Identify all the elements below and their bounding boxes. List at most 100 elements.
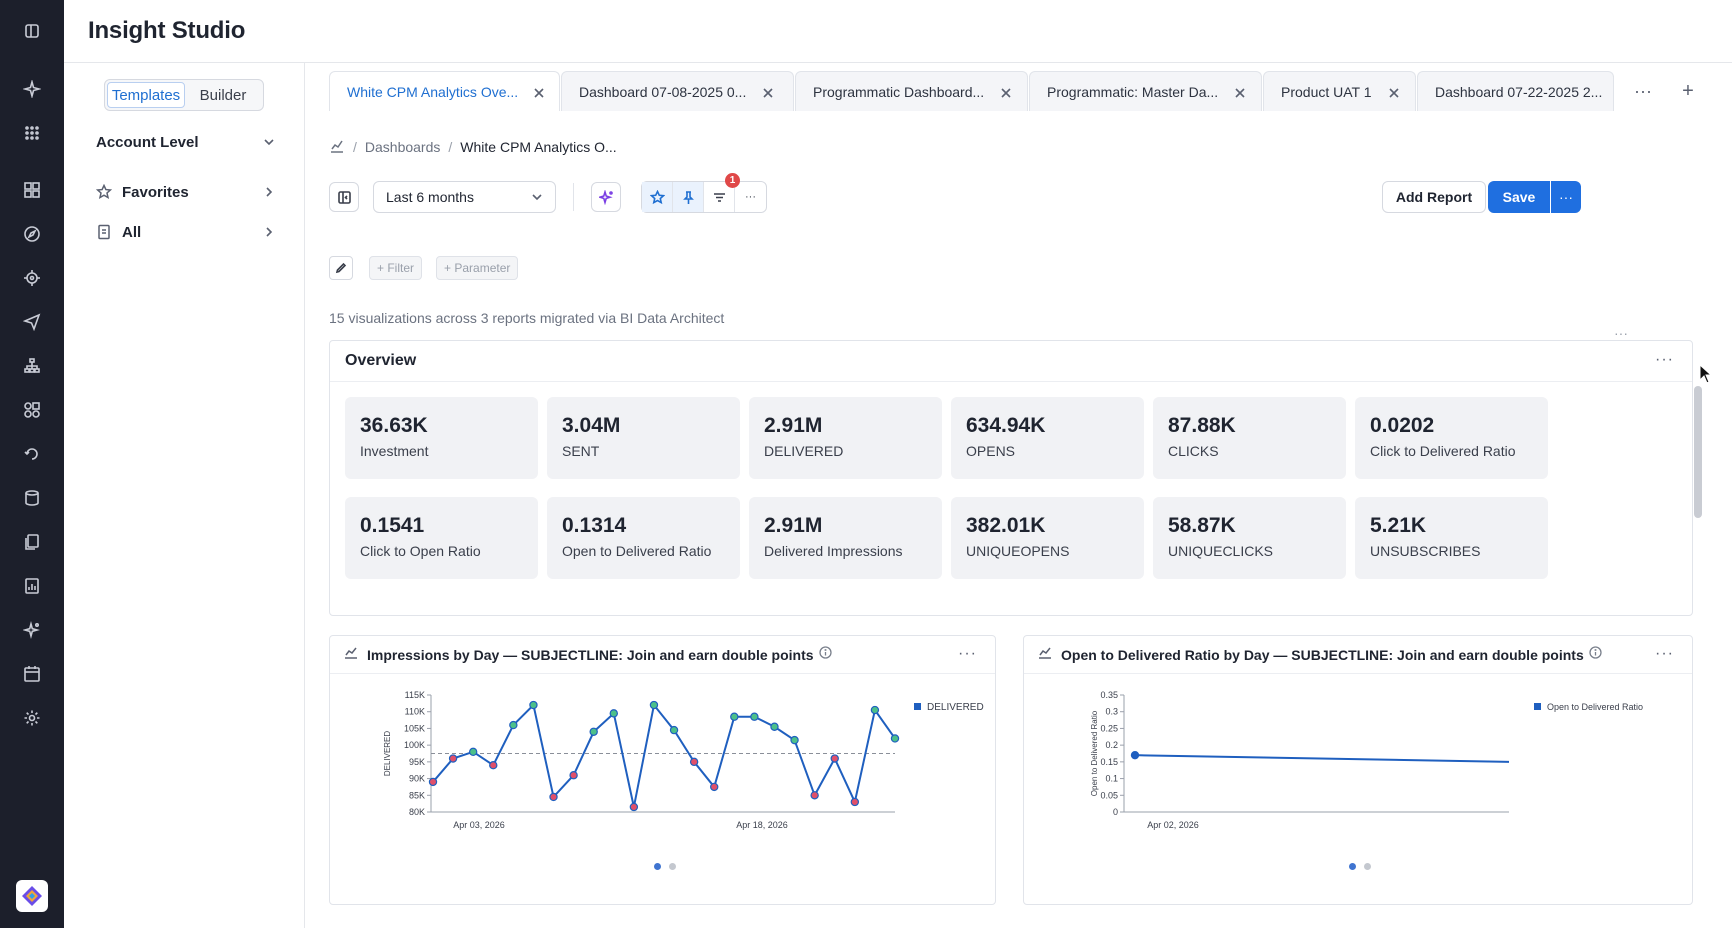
- chart-card-header: Open to Delivered Ratio by Day — SUBJECT…: [1024, 636, 1692, 674]
- kpi-tile[interactable]: 0.1541 Click to Open Ratio: [345, 497, 538, 579]
- apps-grid-icon[interactable]: [20, 121, 44, 145]
- shapes-icon[interactable]: [20, 398, 44, 422]
- close-icon[interactable]: [1234, 86, 1246, 98]
- kpi-tile[interactable]: 2.91M Delivered Impressions: [749, 497, 942, 579]
- kpi-tile[interactable]: 2.91M DELIVERED: [749, 397, 942, 479]
- data-point: [569, 771, 578, 780]
- documents-icon[interactable]: [20, 530, 44, 554]
- data-point: [890, 734, 900, 743]
- data-point: [810, 791, 819, 800]
- add-tab-button[interactable]: +: [1682, 79, 1694, 102]
- ratio-line-chart: 0 0.05 0.1 0.15 0.2 0.25 0.3 0.35 Apr 02, 2026 Op…: [1090, 690, 1643, 830]
- y-axis-title: DELIVERED: [383, 731, 392, 777]
- kpi-tile[interactable]: 634.94K OPENS: [951, 397, 1144, 479]
- target-icon[interactable]: [20, 266, 44, 290]
- scrollbar-thumb[interactable]: [1694, 386, 1702, 518]
- close-icon[interactable]: [762, 86, 774, 98]
- collapse-panel-button[interactable]: [329, 182, 359, 212]
- chevron-down-icon: [262, 135, 276, 149]
- chart-home-icon[interactable]: [329, 138, 345, 157]
- pin-icon: [682, 190, 694, 204]
- favorite-button[interactable]: [642, 182, 673, 212]
- kpi-tile[interactable]: 58.87K UNIQUECLICKS: [1153, 497, 1346, 579]
- date-range-select[interactable]: Last 6 months: [373, 181, 556, 213]
- refresh-icon[interactable]: [20, 442, 44, 466]
- y-tick-label: 90K: [409, 774, 425, 784]
- tab-0[interactable]: White CPM Analytics Ove...: [329, 71, 560, 111]
- brand-logo[interactable]: [16, 880, 48, 912]
- sidebar-item-all[interactable]: All: [96, 218, 276, 246]
- tab-2[interactable]: Programmatic Dashboard...: [795, 71, 1028, 111]
- info-icon[interactable]: [814, 645, 832, 664]
- close-icon[interactable]: [1000, 86, 1012, 98]
- settings-icon[interactable]: [20, 706, 44, 730]
- sidebar-item-favorites[interactable]: Favorites: [95, 178, 276, 206]
- side-panel: Templates Builder Account Level Favorite…: [64, 63, 305, 928]
- sparkle-icon[interactable]: [20, 77, 44, 101]
- tab-3[interactable]: Programmatic: Master Da...: [1029, 71, 1262, 111]
- y-tick-label: 80K: [409, 807, 425, 817]
- templates-tab[interactable]: Templates: [107, 82, 185, 108]
- info-icon[interactable]: [1584, 645, 1602, 664]
- tab-label: Dashboard 07-08-2025 0...: [579, 83, 747, 100]
- save-button[interactable]: Save: [1488, 181, 1550, 213]
- kpi-tile[interactable]: 0.1314 Open to Delivered Ratio: [547, 497, 740, 579]
- kpi-tile[interactable]: 36.63K Investment: [345, 397, 538, 479]
- kpi-label: UNSUBSCRIBES: [1370, 543, 1481, 559]
- breadcrumb-dashboards[interactable]: Dashboards: [364, 139, 441, 155]
- page-dot-active[interactable]: [1349, 863, 1356, 870]
- series-line: [432, 702, 896, 808]
- builder-tab[interactable]: Builder: [199, 86, 247, 104]
- add-report-button[interactable]: Add Report: [1382, 181, 1486, 213]
- kpi-tile[interactable]: 0.0202 Click to Delivered Ratio: [1355, 397, 1548, 479]
- panel-toggle-icon: [337, 190, 351, 204]
- filter-button[interactable]: 1: [704, 173, 740, 212]
- y-tick-label: 0.2: [1105, 740, 1118, 750]
- kpi-tile[interactable]: 5.21K UNSUBSCRIBES: [1355, 497, 1548, 579]
- overview-panel: Overview ··· 36.63K Investment 3.04M SENT 2.…: [329, 340, 1693, 616]
- hierarchy-icon[interactable]: [20, 354, 44, 378]
- compass-icon[interactable]: [20, 222, 44, 246]
- series-line: [1134, 754, 1510, 763]
- add-filter-chip[interactable]: + Filter: [369, 256, 423, 280]
- ai-assist-button[interactable]: [591, 182, 621, 212]
- y-tick-label: 0.15: [1100, 757, 1118, 767]
- kpi-tile[interactable]: 382.01K UNIQUEOPENS: [951, 497, 1144, 579]
- tabs-more-button[interactable]: ···: [1634, 80, 1652, 101]
- main-area: White CPM Analytics Ove... Dashboard 07-…: [305, 63, 1732, 928]
- page-dot[interactable]: [1364, 863, 1371, 870]
- tab-5[interactable]: Dashboard 07-22-2025 2...: [1417, 71, 1614, 111]
- report-icon[interactable]: [20, 574, 44, 598]
- dashboard-icon[interactable]: [20, 178, 44, 202]
- filter-icon: [713, 192, 725, 202]
- close-icon[interactable]: [533, 86, 545, 98]
- chart-more-icon[interactable]: ···: [1655, 645, 1674, 662]
- ai-sparkle-icon[interactable]: [20, 618, 44, 642]
- page-dot-active[interactable]: [654, 863, 661, 870]
- impressions-chart-card: Impressions by Day — SUBJECTLINE: Join a…: [329, 635, 996, 905]
- more-actions-button[interactable]: ···: [735, 182, 766, 212]
- kpi-value: 2.91M: [764, 414, 823, 437]
- kpi-tile[interactable]: 3.04M SENT: [547, 397, 740, 479]
- edit-filters-button[interactable]: [329, 256, 353, 280]
- kpi-tile[interactable]: 87.88K CLICKS: [1153, 397, 1346, 479]
- overview-more-icon[interactable]: ···: [1655, 351, 1674, 368]
- page-dot[interactable]: [669, 863, 676, 870]
- account-level-select[interactable]: Account Level: [96, 128, 276, 156]
- sidebar-toggle-icon[interactable]: [20, 19, 44, 43]
- tab-4[interactable]: Product UAT 1: [1263, 71, 1416, 111]
- y-tick-label: 95K: [409, 757, 425, 767]
- save-options-button[interactable]: ···: [1551, 181, 1581, 213]
- pin-button[interactable]: [673, 182, 704, 212]
- close-icon[interactable]: [1388, 86, 1400, 98]
- filter-bar: + Filter + Parameter: [329, 256, 519, 280]
- chart-more-icon[interactable]: ···: [958, 645, 977, 662]
- chart-card-header: Impressions by Day — SUBJECTLINE: Join a…: [330, 636, 995, 674]
- header-more-icon[interactable]: ···: [1614, 325, 1628, 341]
- star-icon: [95, 183, 113, 200]
- tab-1[interactable]: Dashboard 07-08-2025 0...: [561, 71, 794, 111]
- calendar-icon[interactable]: [20, 662, 44, 686]
- add-parameter-chip[interactable]: + Parameter: [436, 256, 519, 280]
- database-icon[interactable]: [20, 486, 44, 510]
- send-icon[interactable]: [20, 310, 44, 334]
